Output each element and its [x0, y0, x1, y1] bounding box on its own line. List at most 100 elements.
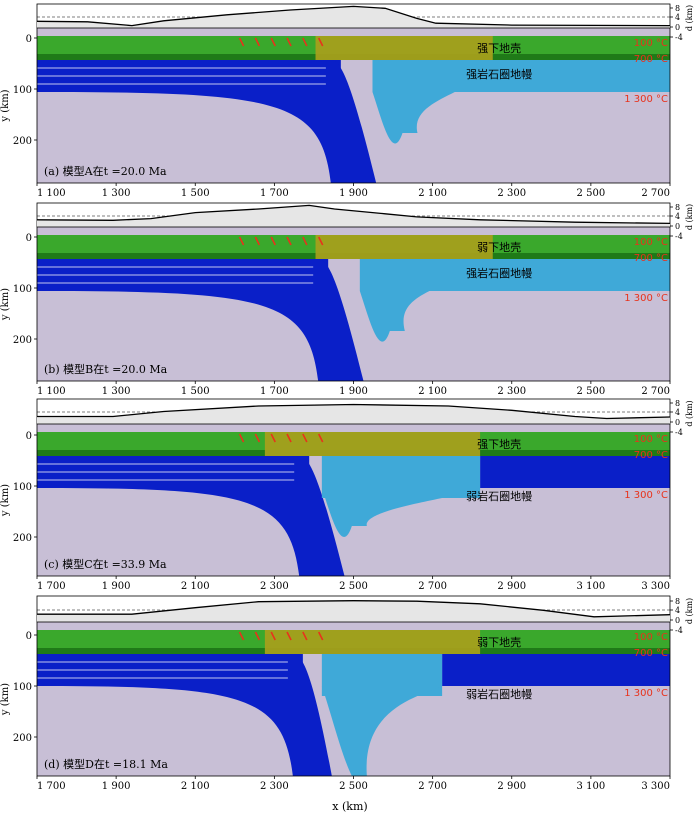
- x-tick-label: 1 500: [181, 188, 210, 199]
- topography-line: [37, 403, 671, 420]
- x-tick-label: 2 700: [418, 581, 447, 592]
- d-axis-label: d (km): [685, 400, 694, 426]
- isotherm-label-2: 700 °C: [634, 648, 668, 659]
- x-tick-label: 1 900: [339, 188, 368, 199]
- x-tick-label: 3 300: [641, 781, 670, 792]
- lower-crust-zone: [315, 36, 493, 60]
- y-tick-label: 0: [26, 431, 32, 442]
- topography-line: [37, 600, 671, 618]
- isotherm-label-3: 1 300 °C: [624, 94, 668, 105]
- x-tick-label: 2 900: [497, 781, 526, 792]
- x-tick-label: 2 500: [577, 188, 606, 199]
- crust-label: 强下地壳: [477, 437, 521, 451]
- panel-caption: (b) 模型B在t =20.0 Ma: [44, 362, 168, 376]
- x-tick-label: 2 300: [497, 188, 526, 199]
- y-tick-label: 200: [13, 733, 32, 744]
- x-tick-label: 3 100: [577, 781, 606, 792]
- x-tick-label: 3 100: [577, 581, 606, 592]
- panel-caption: (d) 模型D在t =18.1 Ma: [44, 757, 168, 771]
- topography-line: [36, 5, 671, 27]
- d-tick-label: -4: [675, 232, 683, 241]
- panel-caption: (a) 模型A在t =20.0 Ma: [44, 164, 167, 178]
- y-tick-label: 100: [13, 85, 32, 96]
- isotherm-label-2: 700 °C: [634, 54, 668, 65]
- x-tick-label: 1 900: [339, 386, 368, 397]
- y-tick-label: 100: [13, 682, 32, 693]
- x-tick-label: 2 900: [497, 581, 526, 592]
- x-tick-label: 2 700: [641, 386, 670, 397]
- crust-label: 弱下地壳: [477, 240, 521, 254]
- x-tick-label: 2 300: [260, 581, 289, 592]
- x-tick-label: 1 700: [260, 386, 289, 397]
- mantle-drip: [372, 92, 455, 144]
- d-tick-label: 0: [675, 418, 680, 427]
- mantle-label: 弱岩石圈地幔: [466, 687, 532, 701]
- x-axis-label: x (km): [332, 800, 367, 813]
- y-tick-label: 100: [13, 284, 32, 295]
- subducting-slab: [37, 259, 364, 381]
- y-tick-label: 0: [26, 34, 32, 45]
- d-axis-label: d (km): [685, 204, 694, 230]
- panel-caption: (c) 模型C在t =33.9 Ma: [44, 557, 167, 571]
- mantle-label: 强岩石圈地幔: [466, 266, 532, 280]
- d-tick-label: 8: [675, 203, 680, 212]
- lower-crust-zone: [264, 630, 481, 654]
- subducting-slab: [37, 456, 345, 576]
- x-tick-label: 1 700: [37, 581, 66, 592]
- isotherm-label-3: 1 300 °C: [624, 490, 668, 501]
- x-tick-label: 2 100: [418, 386, 447, 397]
- x-tick-label: 1 300: [102, 386, 131, 397]
- isotherm-label-1: 100 °C: [634, 38, 668, 49]
- lower-crust-zone: [315, 235, 493, 259]
- y-tick-label: 0: [26, 631, 32, 642]
- isotherm-label-3: 1 300 °C: [624, 688, 668, 699]
- x-tick-label: 2 500: [577, 386, 606, 397]
- isotherm-label-1: 100 °C: [634, 434, 668, 445]
- d-tick-label: 4: [675, 13, 680, 22]
- x-tick-label: 1 900: [102, 581, 131, 592]
- crust-label: 弱下地壳: [477, 635, 521, 649]
- mantle-drip: [321, 488, 481, 537]
- y-tick-label: 0: [26, 233, 32, 244]
- lithosphere-right: [372, 60, 670, 92]
- x-tick-label: 1 100: [37, 386, 66, 397]
- d-axis-label: d (km): [685, 598, 694, 624]
- x-tick-label: 2 500: [339, 581, 368, 592]
- isotherm-label-3: 1 300 °C: [624, 293, 668, 304]
- d-tick-label: 4: [675, 606, 680, 615]
- isotherm-label-1: 100 °C: [634, 632, 668, 643]
- x-tick-label: 2 500: [339, 781, 368, 792]
- d-tick-label: 8: [675, 4, 680, 13]
- crust-label: 强下地壳: [477, 41, 521, 55]
- x-tick-label: 2 100: [181, 581, 210, 592]
- x-tick-label: 2 100: [418, 188, 447, 199]
- d-tick-label: -4: [675, 33, 683, 42]
- mantle-drip: [359, 291, 430, 342]
- x-tick-label: 1 300: [102, 188, 131, 199]
- d-tick-label: 8: [675, 399, 680, 408]
- x-tick-label: 2 300: [260, 781, 289, 792]
- isotherm-label-2: 700 °C: [634, 450, 668, 461]
- lithosphere-right: [359, 259, 670, 291]
- y-tick-label: 200: [13, 335, 32, 346]
- d-tick-label: 8: [675, 597, 680, 606]
- x-tick-label: 2 100: [181, 781, 210, 792]
- x-tick-label: 2 700: [418, 781, 447, 792]
- d-tick-label: 0: [675, 616, 680, 625]
- x-tick-label: 2 300: [497, 386, 526, 397]
- x-tick-label: 1 700: [37, 781, 66, 792]
- d-tick-label: -4: [675, 428, 683, 437]
- topography-line: [36, 204, 671, 225]
- y-tick-label: 100: [13, 482, 32, 493]
- lithosphere-right: [442, 654, 670, 686]
- y-axis-label: y (km): [0, 89, 11, 122]
- isotherm-label-2: 700 °C: [634, 253, 668, 264]
- lower-crust-zone: [264, 432, 481, 456]
- d-tick-label: -4: [675, 626, 683, 635]
- d-tick-label: 4: [675, 212, 680, 221]
